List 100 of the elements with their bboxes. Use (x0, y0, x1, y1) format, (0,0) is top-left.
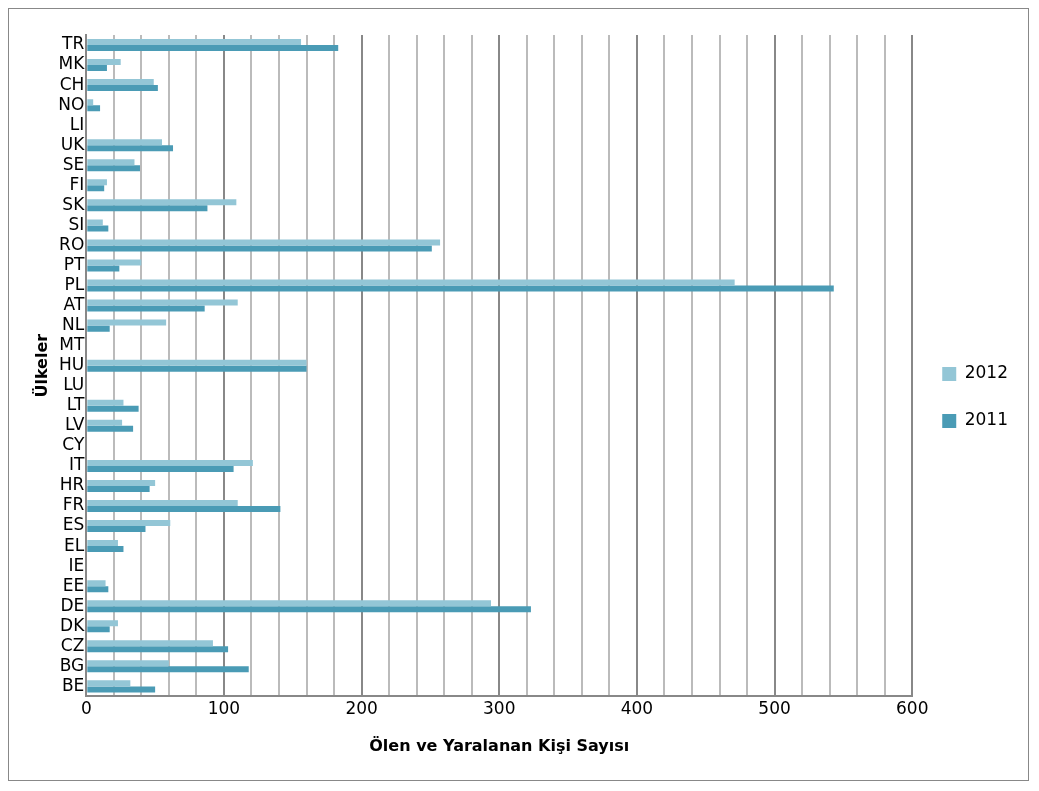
y-tick-label: IT (68, 454, 85, 475)
bar (87, 199, 237, 206)
bar (87, 259, 142, 266)
y-tick-label: EL (64, 534, 85, 555)
y-tick-label: MT (59, 334, 85, 355)
bar (87, 205, 208, 212)
x-axis-title: Ölen ve Yaralanan Kişi Sayısı (369, 735, 630, 755)
y-tick-label: BG (59, 654, 85, 675)
bar (87, 640, 213, 647)
bar (87, 459, 253, 466)
bar (87, 580, 106, 587)
y-tick-label: HU (59, 354, 85, 375)
y-tick-label: SI (68, 213, 85, 234)
x-tick-label: 500 (758, 698, 791, 719)
bar (87, 586, 109, 593)
bar (87, 419, 123, 426)
bar (87, 45, 339, 52)
x-tick-label: 200 (345, 698, 378, 719)
y-tick-label: CH (59, 73, 85, 94)
bar (87, 600, 492, 607)
legend-label: 2012 (964, 362, 1008, 383)
bar (87, 139, 163, 146)
bar (87, 499, 238, 506)
y-tick-label: UK (60, 133, 86, 154)
y-tick-label: DK (60, 614, 86, 635)
bar (87, 65, 107, 72)
y-tick-label: PT (63, 253, 85, 274)
bar (87, 299, 238, 306)
x-tick-label: 600 (896, 698, 929, 719)
bar (87, 245, 432, 252)
bar (87, 399, 124, 406)
bar (87, 620, 118, 627)
y-tick-label: FI (69, 173, 85, 194)
bar (87, 179, 107, 186)
bar (87, 526, 146, 533)
bar (87, 105, 101, 112)
bar (87, 660, 169, 667)
bar (87, 546, 124, 553)
legend-label: 2011 (964, 409, 1008, 430)
y-tick-label: NO (58, 93, 85, 114)
bar (87, 319, 167, 326)
y-tick-label: TR (61, 33, 85, 54)
bar (87, 85, 158, 92)
bar (87, 305, 205, 312)
y-tick-label: IE (68, 554, 85, 575)
y-tick-label: LT (66, 394, 85, 415)
y-tick-label: FR (62, 494, 85, 515)
bar (87, 606, 531, 613)
y-tick-label: LV (65, 414, 85, 435)
y-tick-label: BE (61, 674, 85, 695)
bar (87, 680, 131, 687)
y-tick-label: CZ (60, 634, 85, 655)
y-tick-label: NL (62, 314, 85, 335)
bar (87, 485, 150, 492)
bar (87, 425, 134, 432)
bar (87, 646, 229, 653)
bar (87, 465, 234, 472)
bar (87, 666, 249, 673)
bar (87, 365, 307, 372)
y-tick-label: AT (63, 293, 85, 314)
bar (87, 686, 156, 693)
bar (87, 79, 154, 86)
y-tick-label: PL (64, 273, 85, 294)
y-tick-label: RO (59, 233, 85, 254)
bar (87, 145, 174, 152)
bar (87, 506, 281, 513)
bar (87, 540, 118, 547)
y-tick-label: ES (62, 514, 85, 535)
bar (87, 520, 171, 527)
y-tick-label: LI (69, 113, 85, 134)
bar (87, 59, 121, 66)
y-tick-label: EE (62, 574, 85, 595)
bar (87, 479, 156, 486)
x-tick-label: 300 (483, 698, 516, 719)
y-tick-label: CY (62, 434, 85, 455)
bar (87, 99, 94, 106)
y-tick-label: LU (63, 374, 85, 395)
bar (87, 219, 103, 226)
bar (87, 359, 307, 366)
bar (87, 626, 110, 633)
y-tick-label: HR (59, 474, 85, 495)
y-tick-label: DE (60, 594, 85, 615)
x-tick-label: 400 (620, 698, 654, 719)
bar (87, 39, 302, 46)
bar (87, 185, 105, 192)
y-axis-title: Ülkeler (31, 333, 51, 398)
bar (87, 405, 139, 412)
x-tick-label: 100 (207, 698, 241, 719)
bar (87, 325, 110, 332)
bar (87, 165, 140, 172)
y-tick-label: MK (58, 53, 86, 74)
y-tick-label: SE (62, 153, 85, 174)
x-tick-label: 0 (80, 698, 92, 719)
y-tick-label: SK (62, 193, 86, 214)
bar (87, 159, 135, 166)
bar (87, 285, 834, 292)
bar (87, 239, 441, 246)
bar (87, 279, 735, 286)
bar (87, 265, 120, 272)
bar (87, 225, 109, 232)
